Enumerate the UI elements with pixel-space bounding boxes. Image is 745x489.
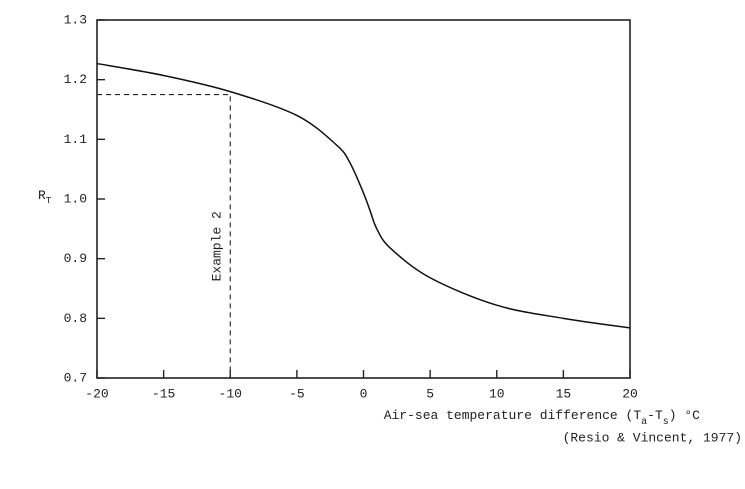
y-tick-label: 0.7: [64, 370, 87, 385]
x-tick-label: -15: [152, 386, 175, 401]
x-tick-label: -20: [85, 386, 108, 401]
x-tick-label: 15: [556, 386, 572, 401]
source: (Resio & Vincent, 1977): [563, 430, 742, 445]
y-label-main: R: [38, 188, 46, 203]
x-tick-label: 20: [622, 386, 638, 401]
data-line: [96, 62, 631, 329]
y-tick-label: 1.2: [64, 72, 87, 87]
y-axis-label: RT: [38, 188, 52, 206]
x-tick-label: -10: [219, 386, 242, 401]
y-tick-label: 1.1: [64, 132, 88, 147]
x-label-part: Air-sea temperature difference (T: [384, 408, 642, 423]
x-tick-label: 5: [426, 386, 434, 401]
x-label-part: -T: [647, 408, 663, 423]
y-tick-label: 0.9: [64, 251, 87, 266]
y-label-sub: T: [46, 196, 52, 206]
y-tick-label: 1.3: [64, 12, 87, 27]
x-axis-label: Air-sea temperature difference (Ta-Ts) °…: [384, 408, 700, 427]
y-tick-label: 0.8: [64, 311, 87, 326]
x-tick-label: -5: [289, 386, 305, 401]
x-label-part: ) °C: [669, 408, 700, 423]
x-tick-label: 0: [360, 386, 368, 401]
x-label-sub: s: [663, 417, 669, 428]
plot-frame: [96, 19, 631, 379]
y-tick-label: 1.0: [64, 191, 87, 206]
reference-label: Example 2: [210, 211, 225, 281]
x-tick-label: 10: [489, 386, 505, 401]
x-label-sub: a: [641, 417, 647, 428]
